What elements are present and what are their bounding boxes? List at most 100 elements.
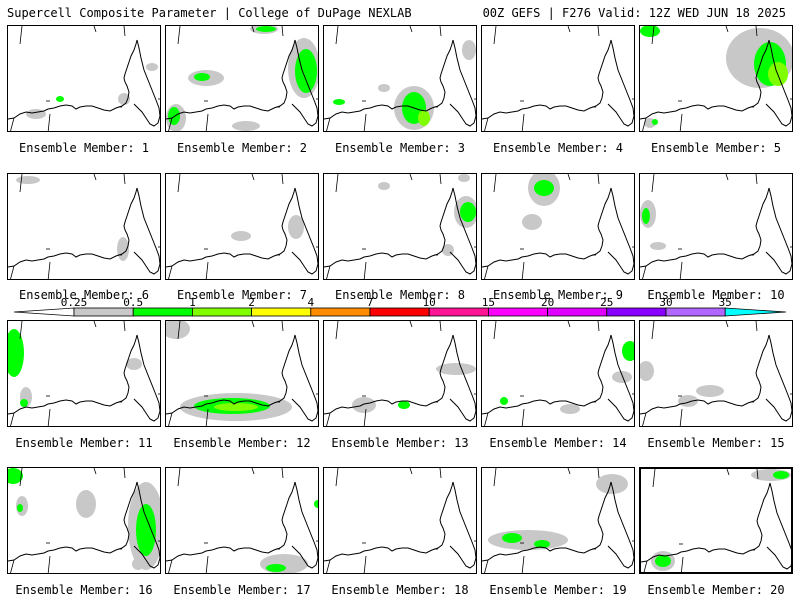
state-border [123, 468, 126, 479]
ensemble-map-panel [165, 173, 319, 280]
ensemble-member-label: Ensemble Member: 16 [15, 583, 153, 597]
scp-contour-fill [534, 540, 550, 548]
state-border [521, 408, 525, 426]
scp-contour-fill [168, 107, 180, 125]
state-border [123, 26, 126, 37]
coastline [166, 334, 318, 422]
scp-contour-low [132, 558, 144, 570]
state-border [205, 408, 209, 426]
colorbar-segment [369, 307, 430, 317]
colorbar-tick-label: 0.25 [60, 296, 88, 309]
state-border [251, 468, 255, 475]
scp-contour-low [612, 371, 632, 383]
scp-contour-low [378, 84, 390, 92]
map-plot [8, 174, 160, 279]
map-plot [482, 321, 634, 426]
state-border [597, 321, 600, 332]
ensemble-map-panel [165, 467, 319, 574]
scp-contour-low [640, 361, 654, 381]
state-border [335, 321, 339, 340]
map-plot [8, 26, 160, 131]
colorbar-tick-label: 20 [540, 296, 555, 309]
state-border [725, 26, 729, 33]
scp-contour-fill [56, 96, 64, 102]
state-border [493, 468, 497, 487]
state-border [493, 321, 497, 340]
state-border [409, 26, 413, 33]
state-border [10, 412, 15, 426]
state-border [326, 412, 331, 426]
ensemble-map-panel [165, 25, 319, 132]
state-border [251, 26, 255, 33]
state-border [756, 469, 759, 480]
state-border [281, 321, 284, 332]
state-border [177, 174, 181, 193]
scp-contour-fill [773, 471, 789, 479]
state-border [567, 174, 571, 181]
state-border [47, 261, 51, 279]
scp-contour-fill [136, 504, 156, 556]
ensemble-map-panel [639, 25, 793, 132]
state-border [642, 117, 647, 131]
colorbar-segment [73, 307, 134, 317]
ensemble-member-label: Ensemble Member: 13 [331, 436, 469, 450]
state-border [363, 555, 367, 573]
map-plot [482, 26, 634, 131]
state-border [335, 26, 339, 45]
scp-contour-fill [418, 110, 430, 126]
coastline [8, 481, 160, 569]
coastline [324, 39, 476, 127]
state-border [326, 265, 331, 279]
colorbar-segment [547, 307, 608, 317]
coastline [324, 334, 476, 422]
state-border [484, 412, 489, 426]
state-border [755, 174, 758, 185]
state-border [363, 113, 367, 131]
scp-contour-fill [17, 504, 23, 512]
scp-contour-low [650, 242, 666, 250]
scp-contour-low [436, 363, 476, 375]
colorbar-segment [665, 307, 726, 317]
coastline [640, 334, 792, 422]
ensemble-member-label: Ensemble Member: 20 [647, 583, 785, 597]
state-border [168, 117, 173, 131]
header-valid-time: 00Z GEFS | F276 Valid: 12Z WED JUN 18 20… [482, 6, 786, 20]
colorbar-legend: 0.25 0.5 1 2 4 7 10 15 20 25 30 35 [0, 296, 800, 322]
coastline [640, 39, 792, 127]
ensemble-map-panel [481, 467, 635, 574]
state-border [19, 174, 23, 193]
colorbar-low-arrow [13, 307, 75, 317]
scp-contour-fill [266, 564, 286, 572]
state-border [123, 321, 126, 332]
coastline [482, 39, 634, 127]
state-border [681, 556, 684, 572]
state-border [10, 265, 15, 279]
scp-contour-fill [502, 533, 522, 543]
scp-contour-low [488, 530, 568, 550]
ensemble-member-label: Ensemble Member: 4 [492, 141, 624, 155]
state-border [205, 113, 209, 131]
scp-contour-low [696, 385, 724, 397]
ensemble-member-label: Ensemble Member: 11 [15, 436, 153, 450]
state-border [567, 468, 571, 475]
state-border [725, 174, 729, 181]
state-border [177, 468, 181, 487]
map-plot [8, 321, 160, 426]
colorbar-segment [132, 307, 193, 317]
state-border [597, 174, 600, 185]
state-border [755, 321, 758, 332]
ensemble-member-label: Ensemble Member: 9 [492, 288, 624, 302]
state-border [484, 559, 489, 573]
map-plot [166, 321, 318, 426]
state-border [439, 321, 442, 332]
colorbar-segment [487, 307, 548, 317]
state-border [205, 555, 209, 573]
colorbar-segment [251, 307, 312, 317]
ensemble-map-panel [639, 173, 793, 280]
scp-contour-low [260, 554, 308, 573]
state-border [642, 412, 647, 426]
state-border [484, 265, 489, 279]
scp-contour-low [126, 358, 142, 370]
state-border [19, 468, 23, 487]
